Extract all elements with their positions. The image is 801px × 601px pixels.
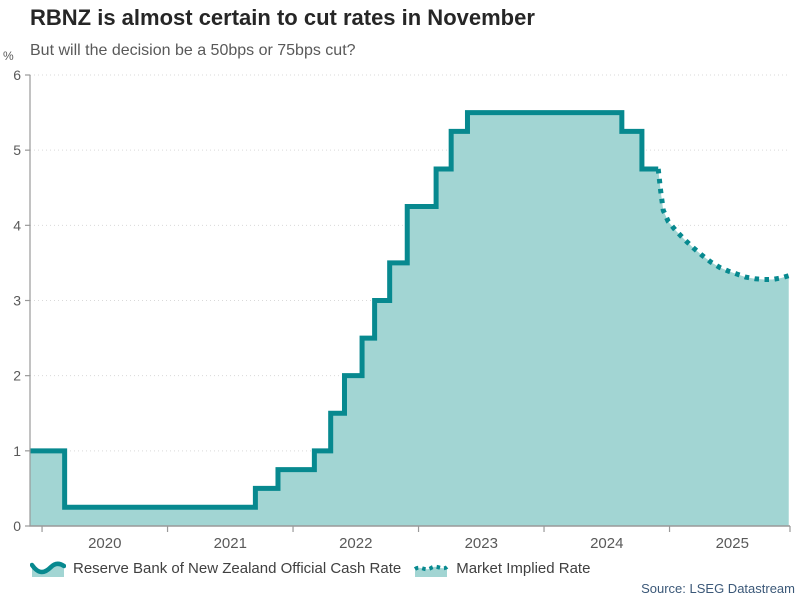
x-tick-label: 2023: [465, 535, 498, 552]
y-tick-label: 2: [13, 368, 21, 384]
legend-label-official-cash-rate: Reserve Bank of New Zealand Official Cas…: [73, 559, 402, 577]
y-tick-label: 5: [13, 142, 21, 158]
solid-line-legend-icon: [30, 561, 66, 577]
x-tick-label: 2022: [339, 535, 372, 552]
x-tick-label: 2021: [214, 535, 247, 552]
chart-title: RBNZ is almost certain to cut rates in N…: [30, 5, 535, 30]
x-tick-label: 2020: [88, 535, 121, 552]
x-tick-label: 2025: [716, 535, 749, 552]
legend-item-official-cash-rate: Reserve Bank of New Zealand Official Cas…: [30, 558, 401, 578]
official-cash-rate-line: [29, 110, 659, 510]
dotted-line-legend-icon: [414, 564, 449, 577]
y-tick-label: 3: [13, 293, 21, 309]
x-tick-label: 2024: [590, 535, 623, 552]
chart-legend: Reserve Bank of New Zealand Official Cas…: [30, 556, 590, 580]
market-implied-rate-line: [655, 168, 790, 282]
y-tick-label: 4: [13, 217, 21, 233]
legend-item-market-implied-rate: Market Implied Rate: [413, 558, 590, 578]
y-tick-label: 1: [13, 443, 21, 459]
area-fill: [29, 112, 789, 526]
y-tick-label: 0: [13, 518, 21, 534]
y-axis-unit-label: %: [3, 49, 14, 63]
legend-label-market-implied-rate: Market Implied Rate: [456, 559, 591, 577]
chart-subtitle: But will the decision be a 50bps or 75bp…: [30, 42, 356, 59]
y-tick-label: 6: [13, 67, 21, 83]
source-credit: Source: LSEG Datastream: [641, 581, 795, 596]
